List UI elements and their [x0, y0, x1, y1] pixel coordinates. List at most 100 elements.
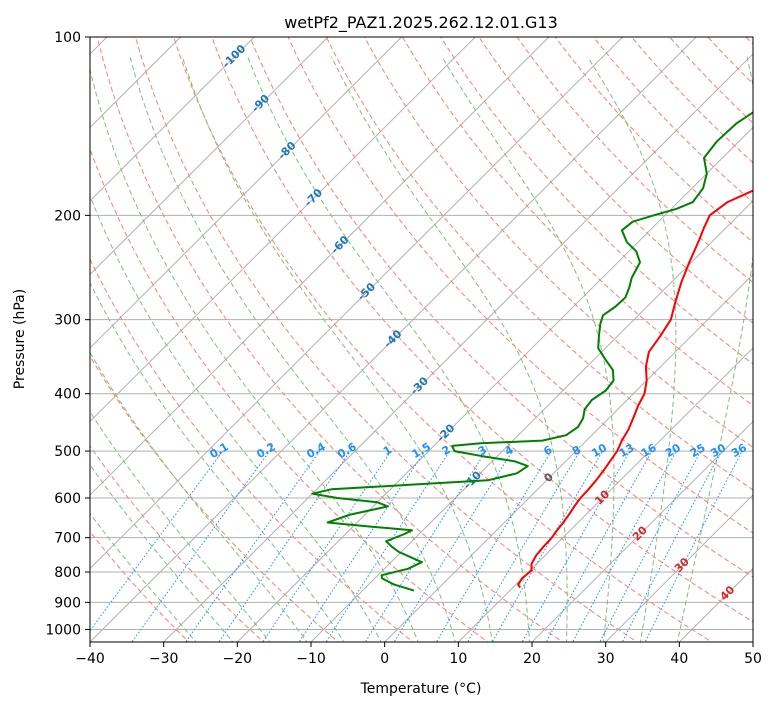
dry-adiabat: [96, 37, 564, 642]
dry-adiabat: [90, 445, 265, 642]
isotherm-line: [90, 37, 624, 570]
mixing-ratio-line: [644, 450, 743, 642]
mixing-ratio-line: [185, 450, 321, 642]
mixing-ratio-line: [393, 450, 513, 642]
x-tick-label: 50: [744, 651, 762, 667]
x-tick-label: 0: [380, 651, 389, 667]
moist-adiabat: [441, 56, 615, 642]
mixing-ratio-line: [364, 450, 487, 642]
y-tick-label: 500: [54, 444, 81, 460]
mixing-ratio-label: 10: [589, 441, 609, 460]
isotherm-label: 10: [592, 487, 612, 507]
dry-adiabat: [707, 37, 753, 85]
isotherm-line: [90, 37, 476, 423]
moist-adiabat: [331, 56, 568, 642]
x-axis-label: Temperature (°C): [360, 681, 482, 697]
y-axis-ticks: 100 200 300 400 500 600 700 800 900 1000: [45, 30, 90, 638]
isotherm-line: [383, 273, 753, 642]
mixing-ratio-line: [298, 450, 426, 642]
mixing-ratio-line: [491, 450, 603, 642]
moist-adiabat: [90, 410, 271, 642]
mixing-ratio-line: [599, 450, 702, 642]
dry-adiabat: [478, 37, 753, 324]
isotherm-line: [752, 641, 753, 642]
dry-adiabat: [325, 37, 753, 491]
dry-adiabat: [554, 37, 753, 243]
moist-adiabat: [90, 67, 419, 642]
dry-adiabat: [90, 355, 339, 642]
dry-adiabat: [134, 37, 638, 642]
y-tick-label: 1000: [45, 622, 81, 638]
y-axis-label: Pressure (hPa): [12, 289, 28, 389]
x-tick-label: −40: [75, 651, 105, 667]
mixing-ratio-line: [572, 450, 677, 642]
plot-area: -100-90-80-70-60-50-40-30-20-10 010203040…: [90, 37, 753, 642]
isotherm-line: [90, 37, 403, 349]
dry-adiabat: [745, 37, 753, 45]
mixing-ratio-label: 20: [663, 441, 683, 460]
isotherm-line: [90, 37, 255, 202]
moist-adiabat: [676, 56, 753, 642]
x-tick-label: 20: [523, 651, 541, 667]
x-tick-label: −30: [149, 651, 179, 667]
isotherm-line: [604, 494, 753, 642]
isotherm-line: [90, 37, 697, 642]
y-tick-label: 700: [54, 531, 81, 547]
dewpoint-profile-line: [311, 111, 753, 592]
x-tick-label: 40: [670, 651, 688, 667]
y-tick-label: 200: [54, 208, 81, 224]
mixing-ratio-line: [262, 450, 392, 642]
isotherm-label: -50: [355, 280, 378, 303]
dry-adiabat: [173, 37, 713, 642]
moist-adiabat: [90, 281, 345, 642]
temperature-profile-line: [517, 189, 753, 589]
y-tick-label: 900: [54, 595, 81, 611]
y-tick-label: 400: [54, 387, 81, 403]
y-tick-label: 300: [54, 313, 81, 329]
mixing-ratio-label: 36: [729, 441, 749, 460]
mixing-ratio-label: 1.5: [410, 440, 433, 461]
background-lines: [90, 37, 753, 642]
mixing-ratio-line: [131, 450, 271, 642]
dry-adiabat: [363, 37, 753, 449]
isotherm-line: [90, 37, 550, 496]
dry-adiabat: [90, 147, 489, 642]
dry-adiabat: [287, 37, 753, 534]
mixing-ratio-label: 0.6: [335, 440, 359, 461]
plot-frame: [89, 36, 754, 643]
mixing-ratio-label: 0.4: [304, 440, 328, 461]
mixing-ratio-label: 4: [502, 443, 515, 458]
isotherm-line: [236, 126, 753, 642]
moist-adiabat: [90, 351, 308, 642]
mixing-ratio-label: 30: [708, 441, 728, 460]
mixing-ratio-label: 25: [688, 441, 708, 460]
mixing-ratio-label: 16: [639, 441, 659, 460]
isotherm-label: -100: [220, 42, 249, 71]
y-tick-label: 800: [54, 565, 81, 581]
moist-adiabat: [129, 56, 456, 642]
isotherm-line: [162, 53, 753, 642]
mixing-ratio-label: 0.1: [207, 440, 230, 461]
dry-adiabat: [402, 37, 753, 406]
dry-adiabat: [249, 37, 753, 578]
y-tick-label: 600: [54, 491, 81, 507]
mixing-ratio-line: [90, 450, 224, 632]
mixing-ratio-line: [435, 450, 552, 642]
isotherm-line: [90, 37, 182, 129]
isotherm-line: [678, 567, 753, 642]
x-axis-ticks: −40 −30 −20 −10 0 10 20 30 40 50: [75, 642, 762, 667]
mixing-ratio-line: [621, 450, 722, 642]
y-tick-label: 100: [54, 30, 81, 46]
chart-title: wetPf2_PAZ1.2025.262.12.01.G13: [284, 13, 558, 33]
isotherm-line: [457, 347, 753, 642]
x-tick-label: −20: [223, 651, 253, 667]
dry-adiabat: [440, 37, 753, 365]
x-tick-label: 10: [449, 651, 467, 667]
x-tick-label: 30: [597, 651, 615, 667]
moist-adiabat: [247, 56, 530, 642]
moist-adiabat: [587, 56, 677, 642]
dry-adiabat: [90, 257, 414, 642]
mixing-ratio-line: [325, 450, 451, 642]
